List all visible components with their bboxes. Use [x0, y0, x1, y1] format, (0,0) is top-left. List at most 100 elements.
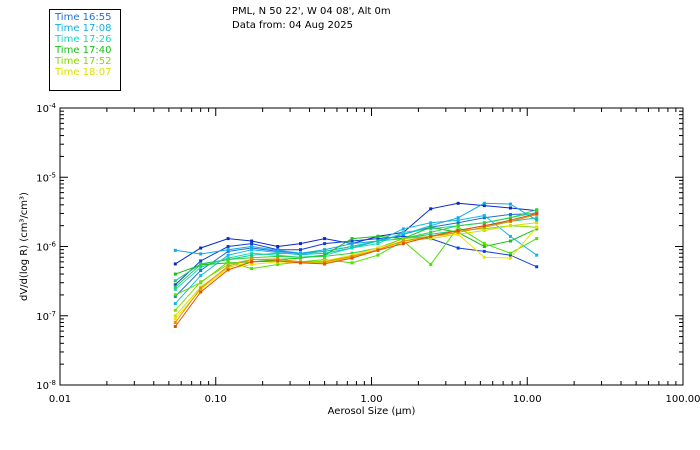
plot-frame	[59, 107, 684, 386]
data-point	[429, 225, 433, 229]
data-point	[199, 262, 203, 266]
legend-label: Time 17:52	[55, 56, 112, 67]
data-point	[199, 286, 203, 290]
data-point	[173, 287, 177, 291]
data-point	[376, 248, 380, 252]
y-axis-label: dV/d(log R) (cm³/cm³)	[19, 192, 30, 301]
date-subtitle: Data from: 04 Aug 2025	[232, 20, 353, 31]
data-point	[350, 254, 354, 258]
data-point	[482, 204, 486, 208]
data-point	[535, 227, 539, 231]
legend-entry: Time 17:08	[55, 23, 111, 34]
data-point	[376, 246, 380, 250]
data-point	[376, 242, 380, 246]
legend-box: Time 16:55 Time 17:08 Time 17:26 Time 17…	[49, 9, 121, 91]
data-point	[535, 208, 539, 212]
data-point	[482, 255, 486, 259]
data-point	[250, 251, 254, 255]
data-point	[250, 256, 254, 260]
data-point	[298, 261, 302, 265]
data-point	[173, 317, 177, 321]
data-point	[276, 251, 280, 255]
data-point	[456, 201, 460, 205]
data-point	[323, 260, 327, 264]
data-point	[350, 261, 354, 265]
data-point	[173, 272, 177, 276]
data-point	[323, 237, 327, 241]
data-point	[276, 257, 280, 261]
data-point	[298, 242, 302, 246]
data-point	[250, 239, 254, 243]
legend-label: Time 18:07	[55, 67, 112, 78]
data-point	[173, 302, 177, 306]
data-point	[376, 237, 380, 241]
data-point	[173, 283, 177, 287]
data-point	[429, 224, 433, 228]
data-point	[226, 245, 230, 248]
data-point	[482, 221, 486, 225]
data-point	[456, 221, 460, 225]
data-point	[323, 248, 327, 252]
data-point	[323, 254, 327, 258]
data-point	[226, 268, 230, 272]
data-point	[401, 234, 405, 238]
data-point	[401, 242, 405, 246]
data-point	[535, 218, 539, 222]
data-point	[456, 230, 460, 234]
data-point	[199, 280, 203, 284]
data-point	[323, 262, 327, 266]
data-point	[401, 237, 405, 241]
data-point	[173, 248, 177, 252]
x-axis-label: Aerosol Size (µm)	[328, 406, 416, 417]
data-point	[508, 212, 512, 216]
data-point	[226, 248, 230, 252]
data-point	[401, 227, 405, 231]
data-point	[350, 242, 354, 246]
data-point	[199, 259, 203, 263]
data-point	[456, 224, 460, 228]
data-point	[482, 216, 486, 220]
data-point	[199, 252, 203, 256]
data-point	[429, 237, 433, 241]
data-point	[508, 202, 512, 206]
x-tick-label: 100.00	[666, 394, 700, 405]
data-point	[173, 293, 177, 297]
axis-text: 0.01 0.10 1.00 10.00 100.00 10-8 10-7 10-6 10-5 1…	[19, 102, 700, 417]
data-point	[298, 252, 302, 256]
data-point	[482, 201, 486, 205]
data-point	[508, 206, 512, 210]
legend-label: Time 17:08	[55, 23, 112, 34]
data-point	[199, 290, 203, 294]
legend-entry: Time 17:26	[55, 34, 111, 45]
data-point	[456, 232, 460, 236]
data-point	[508, 216, 512, 220]
y-tick-label: 10-6	[36, 241, 56, 254]
y-tick-label: 10-5	[36, 171, 56, 184]
data-point	[508, 234, 512, 238]
data-point	[350, 251, 354, 255]
data-point	[276, 259, 280, 263]
legend-entry: Time 17:40	[55, 45, 111, 56]
data-point	[401, 232, 405, 236]
data-point	[250, 257, 254, 261]
data-point	[199, 269, 203, 273]
data-point	[323, 251, 327, 255]
data-point	[508, 239, 512, 243]
data-point	[226, 260, 230, 264]
data-point	[173, 279, 177, 283]
data-point	[350, 246, 354, 250]
data-point	[276, 248, 280, 252]
data-point	[226, 257, 230, 261]
data-point	[323, 242, 327, 246]
data-point	[173, 285, 177, 289]
data-point	[508, 256, 512, 260]
y-tick-label: 10-4	[36, 102, 56, 115]
data-point	[199, 274, 203, 278]
data-point	[250, 246, 254, 250]
data-point	[401, 239, 405, 243]
data-point	[535, 265, 539, 269]
data-point	[250, 267, 254, 271]
data-point	[173, 308, 177, 312]
series-layer	[173, 201, 539, 328]
data-point	[323, 249, 327, 253]
